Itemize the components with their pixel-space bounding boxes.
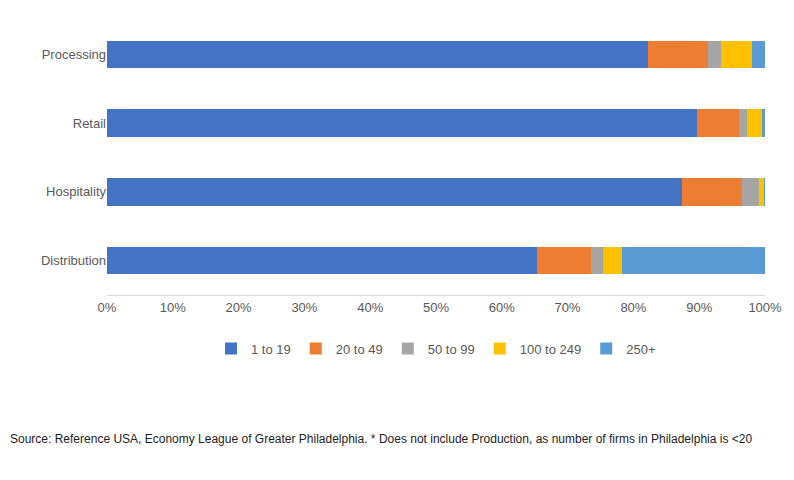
svg-text:Hospitality: Hospitality <box>46 184 106 199</box>
svg-text:0%: 0% <box>98 300 117 315</box>
svg-text:100 to 249: 100 to 249 <box>520 342 581 357</box>
svg-text:50 to 99: 50 to 99 <box>428 342 475 357</box>
svg-text:10%: 10% <box>160 300 186 315</box>
svg-text:40%: 40% <box>357 300 383 315</box>
svg-text:1 to 19: 1 to 19 <box>251 342 291 357</box>
svg-text:Distribution: Distribution <box>41 253 106 268</box>
svg-text:30%: 30% <box>291 300 317 315</box>
svg-text:90%: 90% <box>686 300 712 315</box>
svg-text:70%: 70% <box>555 300 581 315</box>
svg-text:Processing: Processing <box>42 47 106 62</box>
svg-text:Retail: Retail <box>73 116 106 131</box>
svg-text:80%: 80% <box>620 300 646 315</box>
svg-text:50%: 50% <box>423 300 449 315</box>
html-text:Source: Reference USA, Economy: Source: Reference USA, Economy League of… <box>10 432 753 446</box>
svg-text:100%: 100% <box>748 300 782 315</box>
svg-text:20 to 49: 20 to 49 <box>336 342 383 357</box>
svg-text:60%: 60% <box>489 300 515 315</box>
svg-text:20%: 20% <box>226 300 252 315</box>
svg-text:250+: 250+ <box>626 342 655 357</box>
